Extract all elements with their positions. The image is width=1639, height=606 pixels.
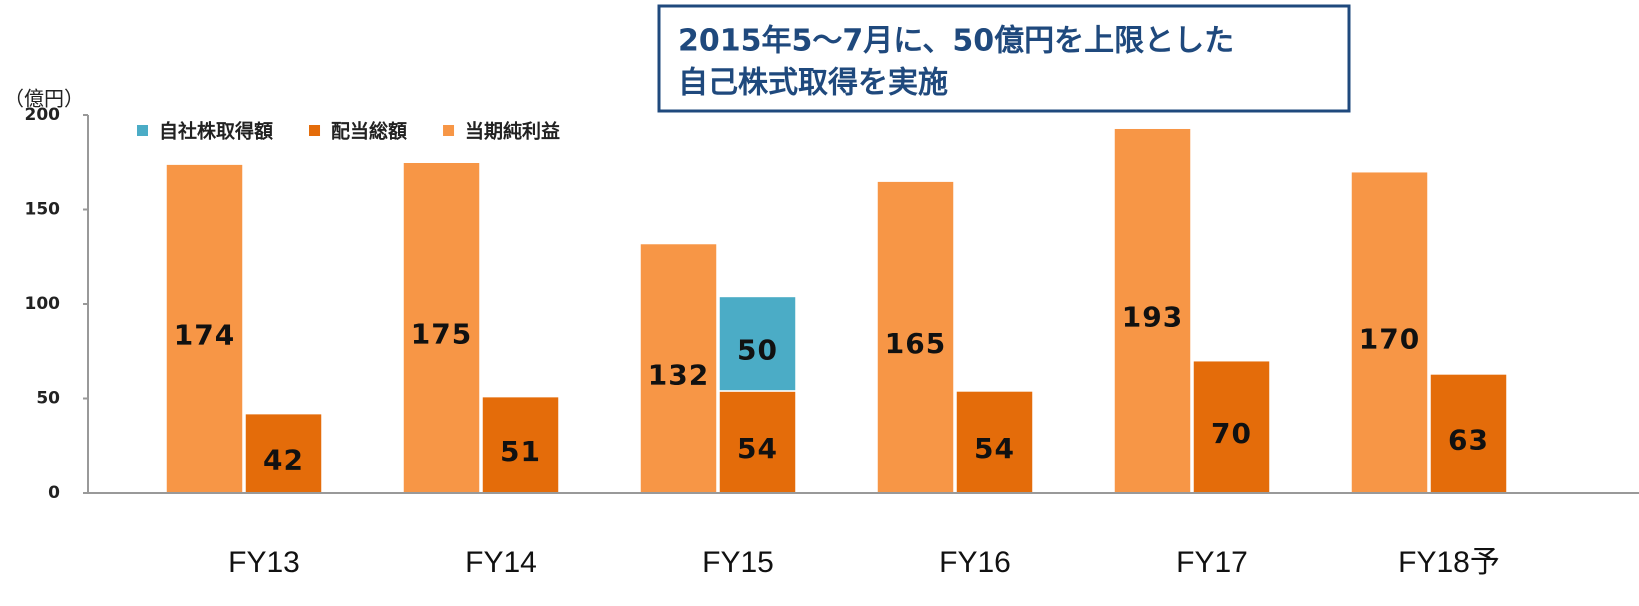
bar [1192,359,1271,494]
y-tick-label: 50 [36,389,60,409]
y-axis-label: （億円） [4,87,84,111]
data-label: 175 [411,318,472,351]
data-label: 54 [737,432,778,465]
data-label: 70 [1211,417,1252,450]
bar [1113,127,1192,494]
data-label: 170 [1359,322,1420,355]
bar [718,295,797,392]
data-label: 174 [174,319,235,352]
x-tick-label: FY18予 [1398,546,1500,579]
x-tick-label: FY17 [1176,546,1248,579]
bar [1429,373,1508,494]
legend-label: 当期純利益 [465,120,560,143]
legend-label: 自社株取得額 [159,120,273,143]
data-label: 54 [974,432,1015,465]
y-tick-label: 200 [25,105,61,125]
x-tick-label: FY14 [465,546,537,579]
data-label: 63 [1448,423,1489,456]
data-label: 193 [1122,301,1183,334]
data-label: 50 [737,334,778,367]
x-tick-label: FY15 [702,546,774,579]
data-label: 51 [500,435,541,468]
bar [1350,170,1429,494]
x-tick-label: FY16 [939,546,1011,579]
annotation-box [657,4,1351,113]
bar [955,390,1034,494]
legend-swatch [137,125,148,136]
x-tick-label: FY13 [228,546,300,579]
annotation: 2015年5～7月に、50億円を上限とした [678,24,1234,59]
bar [639,242,718,494]
legend-label: 配当総額 [331,120,407,143]
y-tick-label: 150 [25,200,61,220]
data-label: 42 [263,443,304,476]
legend-swatch [309,125,321,136]
data-label: 165 [885,327,946,360]
bar [876,180,955,494]
y-tick-label: 0 [48,483,60,503]
y-tick-label: 100 [25,294,61,314]
annotation: 自己株式取得を実施 [678,66,948,101]
legend-swatch [443,125,455,136]
data-label: 132 [648,358,709,391]
